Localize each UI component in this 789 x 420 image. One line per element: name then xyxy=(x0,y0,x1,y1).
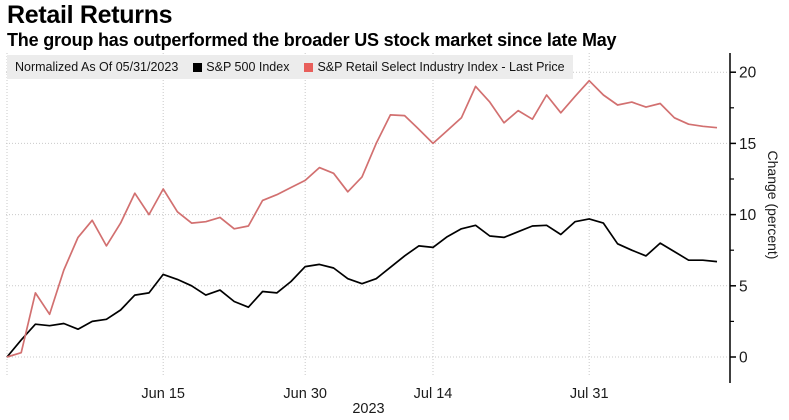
y-tick-label: 20 xyxy=(739,65,757,82)
x-tick-label: Jul 31 xyxy=(570,386,609,402)
retail-swatch-icon xyxy=(304,62,314,72)
retail-index-line xyxy=(6,79,718,358)
legend-item-retail: S&P Retail Select Industry Index - Last … xyxy=(304,60,565,74)
x-axis-year-label: 2023 xyxy=(352,401,384,417)
y-axis-label: Change (percent) xyxy=(765,151,781,260)
legend-item-retail-label: S&P Retail Select Industry Index - Last … xyxy=(317,60,565,74)
legend-item-sp500: S&P 500 Index xyxy=(193,60,289,74)
y-tick-label: 15 xyxy=(739,136,756,153)
legend-normalized-note: Normalized As Of 05/31/2023 xyxy=(15,60,179,74)
sp500-swatch-icon xyxy=(193,62,203,72)
sp500-line xyxy=(6,218,718,358)
y-tick-label: 10 xyxy=(739,207,757,224)
x-tick-label: Jun 15 xyxy=(141,386,185,402)
y-tick-label: 0 xyxy=(739,350,748,367)
x-tick-label: Jul 14 xyxy=(414,386,453,402)
chart-legend: Normalized As Of 05/31/2023 S&P 500 Inde… xyxy=(7,55,573,79)
page-title: Retail Returns xyxy=(7,1,173,29)
y-tick-label: 5 xyxy=(739,278,748,295)
x-tick-label: Jun 30 xyxy=(283,386,327,402)
chart-subtitle: The group has outperformed the broader U… xyxy=(7,30,617,50)
legend-item-sp500-label: S&P 500 Index xyxy=(206,60,290,74)
